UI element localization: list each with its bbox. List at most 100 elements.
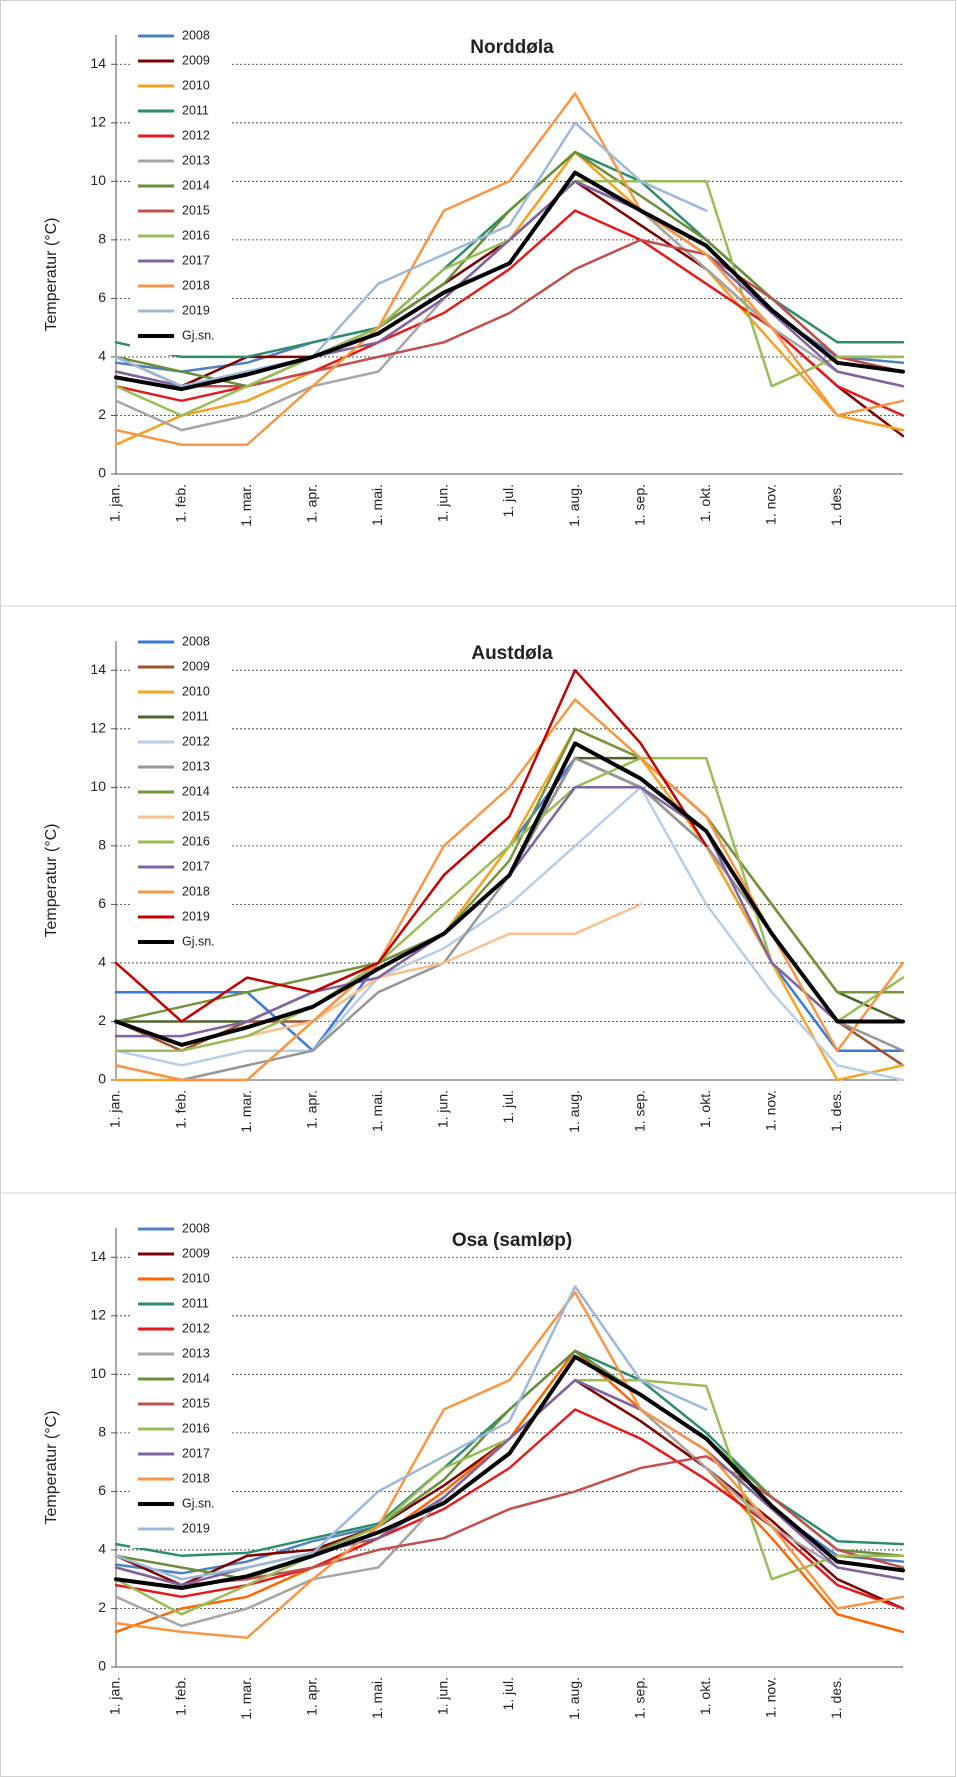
x-tick-label: 1. aug. [566, 484, 582, 527]
y-tick-label: 10 [90, 778, 106, 794]
legend-label: 2012 [182, 1321, 210, 1335]
x-tick-label: 1. aug. [566, 1677, 582, 1720]
x-tick-label: 1. des. [828, 1677, 844, 1719]
x-tick-label: 1. mar. [238, 1677, 254, 1720]
y-tick-label: 2 [98, 1012, 106, 1028]
legend-label: 2019 [182, 1521, 210, 1535]
x-tick-label: 1. des. [828, 484, 844, 526]
series-line [114, 741, 905, 1047]
x-tick-label: 1. jun. [435, 1090, 451, 1128]
x-tick-label: 1. nov. [763, 484, 779, 525]
legend-label: 2016 [182, 1421, 210, 1435]
x-tick-label: 1. jul. [500, 1090, 516, 1123]
y-tick-label: 14 [90, 55, 106, 71]
legend-label: Gj.sn. [182, 1496, 215, 1510]
x-tick-label: 1. feb. [172, 1090, 188, 1129]
x-tick-label: 1. sep. [631, 1677, 647, 1719]
legend-label: 2008 [182, 634, 210, 648]
y-axis-label: Temperatur (°C) [43, 1411, 60, 1525]
legend-label: 2018 [182, 278, 210, 292]
x-tick-label: 1. apr. [303, 484, 319, 523]
legend-label: 2009 [182, 659, 210, 673]
panel: 0 2 4 6 8 10 12 14 1. jan. 1. feb. 1. mar. 1. apr. 1… [43, 24, 905, 527]
series-line [114, 669, 708, 1023]
y-tick-label: 8 [98, 1424, 106, 1440]
panel: 0 2 4 6 8 10 12 14 1. jan. 1. feb. 1. mar. 1. apr. 1… [43, 630, 905, 1133]
x-tick-label: 1. okt. [697, 484, 713, 522]
legend-label: 2018 [182, 1471, 210, 1485]
x-tick-label: 1. apr. [303, 1090, 319, 1129]
y-tick-label: 0 [98, 1071, 106, 1087]
x-tick-label: 1. jul. [500, 1677, 516, 1710]
y-tick-label: 4 [98, 348, 106, 364]
legend-label: 2012 [182, 128, 210, 142]
x-tick-label: 1. jan. [107, 1677, 123, 1715]
y-tick-label: 6 [98, 895, 106, 911]
y-tick-label: 4 [98, 1541, 106, 1557]
x-tick-label: 1. okt. [697, 1090, 713, 1128]
y-tick-label: 2 [98, 1599, 106, 1615]
y-tick-label: 14 [90, 1248, 106, 1264]
x-tick-label: 1. sep. [631, 1090, 647, 1132]
x-tick-label: 1. mai. [369, 484, 385, 526]
x-tick-label: 1. okt. [697, 1677, 713, 1715]
y-tick-label: 10 [90, 172, 106, 188]
series-line [114, 1285, 708, 1581]
legend-label: 2016 [182, 228, 210, 242]
legend-label: 2009 [182, 1246, 210, 1260]
legend-label: 2012 [182, 734, 210, 748]
legend-label: 2018 [182, 884, 210, 898]
x-tick-label: 1. mai. [369, 1677, 385, 1719]
legend-label: 2017 [182, 859, 210, 873]
chart-title: Osa (samløp) [452, 1230, 572, 1251]
x-tick-label: 1. jun. [435, 1677, 451, 1715]
y-tick-label: 6 [98, 1482, 106, 1498]
legend-label: 2014 [182, 1371, 210, 1385]
y-tick-label: 4 [98, 954, 106, 970]
x-tick-label: 1. jan. [107, 484, 123, 522]
legend-label: 2017 [182, 253, 210, 267]
legend-label: 2019 [182, 303, 210, 317]
legend-label: 2009 [182, 53, 210, 67]
y-tick-label: 0 [98, 465, 106, 481]
legend-label: 2013 [182, 759, 210, 773]
legend-label: 2011 [182, 709, 209, 723]
legend-label: 2014 [182, 784, 210, 798]
legend-label: 2008 [182, 28, 210, 42]
legend-label: 2008 [182, 1221, 210, 1235]
legend-box [130, 24, 230, 355]
x-tick-label: 1. mar. [238, 1090, 254, 1133]
y-tick-label: 0 [98, 1658, 106, 1674]
x-tick-label: 1. jul. [500, 484, 516, 517]
y-axis-label: Temperatur (°C) [43, 218, 60, 332]
x-tick-label: 1. feb. [172, 484, 188, 523]
legend-label: 2010 [182, 1271, 210, 1285]
series-line [114, 1354, 905, 1590]
legend-label: 2010 [182, 78, 210, 92]
legend-label: 2013 [182, 153, 210, 167]
legend-label: 2013 [182, 1346, 210, 1360]
legend-box [130, 1217, 230, 1548]
series-line [114, 92, 905, 446]
x-tick-label: 1. apr. [303, 1677, 319, 1716]
x-tick-label: 1. aug. [566, 1090, 582, 1133]
x-tick-label: 1. sep. [631, 484, 647, 526]
series-line [114, 170, 905, 392]
legend-label: 2011 [182, 103, 209, 117]
legend-label: Gj.sn. [182, 934, 215, 948]
y-axis-label: Temperatur (°C) [43, 824, 60, 938]
x-tick-label: 1. mar. [238, 484, 254, 527]
y-tick-label: 6 [98, 289, 106, 305]
legend-label: 2017 [182, 1446, 210, 1460]
x-tick-label: 1. nov. [763, 1090, 779, 1131]
series-line [114, 121, 708, 388]
x-tick-label: 1. jun. [435, 484, 451, 522]
chart-title: Austdøla [471, 643, 553, 664]
legend-label: 2010 [182, 684, 210, 698]
x-tick-label: 1. jan. [107, 1090, 123, 1128]
legend-label: 2014 [182, 178, 210, 192]
legend-box [130, 630, 230, 961]
series-line [114, 1291, 905, 1639]
